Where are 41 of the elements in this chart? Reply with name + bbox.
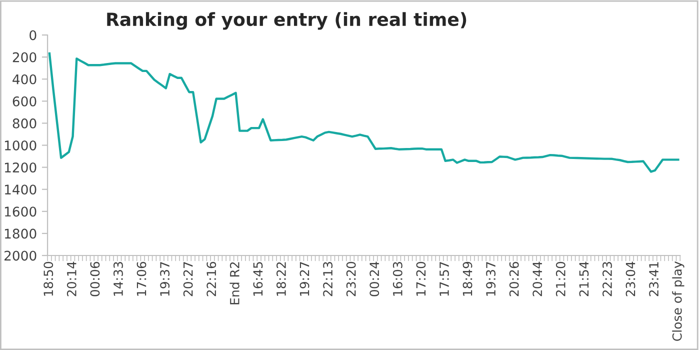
x-tick-label: 17:06	[136, 262, 146, 296]
x-tick-label: 20:44	[532, 262, 542, 296]
x-tick-label: 23:20	[346, 262, 356, 296]
y-tick-label: 1200	[4, 162, 36, 172]
x-tick-label: 23:04	[626, 262, 636, 296]
x-tick-label: 18:50	[44, 262, 54, 296]
line-series	[48, 52, 680, 173]
x-tick-label: 19:27	[300, 262, 310, 296]
x-tick-label: 22:16	[206, 262, 216, 296]
x-tick-label: 22:23	[602, 262, 612, 296]
x-tick-label: Close of play	[672, 261, 684, 341]
x-tick-label: 17:57	[440, 262, 449, 296]
x-tick-label: 19:37	[486, 262, 496, 296]
x-tick-label: 18:49	[462, 262, 472, 296]
x-tick-label: 20:27	[183, 262, 193, 296]
y-tick-label: 800	[12, 118, 36, 128]
x-tick-label: 16:45	[253, 262, 263, 296]
y-tick-label: 600	[12, 96, 36, 106]
x-tick-label: 21:20	[556, 262, 566, 296]
chart-title: Ranking of your entry (in real time)	[107, 12, 466, 30]
x-tick-label: 00:24	[370, 262, 380, 296]
x-tick-label: 23:41	[649, 262, 659, 296]
y-tick-label: 400	[12, 74, 36, 84]
x-tick-label: 20:14	[66, 262, 76, 296]
x-tick-label: 14:33	[114, 262, 123, 296]
x-tick-label: 22:13	[323, 262, 333, 296]
y-tick-label: 2000	[4, 250, 36, 261]
y-tick-label: 1800	[4, 228, 36, 239]
y-tick-label: 1000	[4, 140, 36, 150]
x-tick-label: 17:20	[416, 262, 426, 296]
x-tick-label: 21:54	[579, 262, 589, 296]
y-tick-label: 0	[30, 30, 36, 40]
x-tick-label: End R2	[230, 262, 240, 304]
x-tick-label: 16:03	[392, 262, 402, 296]
y-tick-label: 1400	[4, 184, 36, 195]
x-tick-label: 20:26	[509, 262, 519, 296]
x-tick-label: 19:37	[160, 262, 170, 296]
y-tick-label: 200	[12, 52, 36, 62]
x-tick-label: 00:06	[90, 262, 100, 296]
x-tick-label: 18:22	[276, 262, 286, 296]
y-tick-label: 1600	[4, 206, 36, 217]
